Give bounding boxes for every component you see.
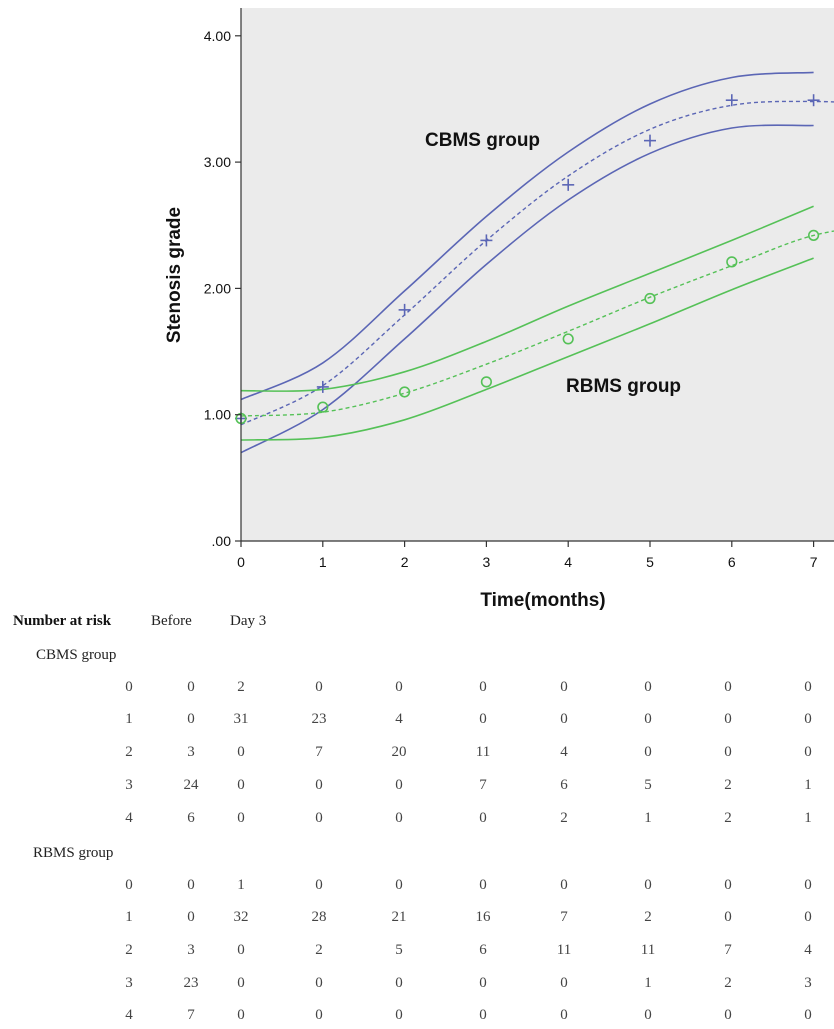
plot-area [241, 8, 834, 541]
rbms-point-3 [480, 376, 493, 388]
cbms-point-2 [398, 303, 411, 316]
rbms-point-5 [644, 292, 656, 305]
y-axis-title: Stenosis grade [164, 207, 185, 343]
annotation-rbms-group: RBMS group [566, 376, 681, 397]
rbms-fit-line [240, 230, 834, 417]
data-markers [235, 94, 820, 425]
cbms-lower-ci-line [240, 124, 814, 454]
cbms-point-7 [807, 94, 820, 107]
rbms-point-4 [562, 333, 574, 345]
y-tick-label: 3.00 [204, 154, 231, 170]
y-axis-ticks: .00 1.00 2.00 3.00 4.00 [204, 28, 241, 549]
rbms-point-1 [317, 401, 329, 413]
rbms-point-7 [807, 229, 820, 241]
fit-curves [240, 71, 834, 454]
cbms-point-3 [480, 234, 493, 247]
rbms-upper-ci-line [240, 205, 814, 392]
cbms-point-5 [644, 134, 656, 147]
x-tick-label: 6 [728, 554, 736, 570]
x-tick-label: 3 [483, 554, 491, 570]
cbms-point-4 [562, 178, 575, 191]
y-tick-label: .00 [212, 533, 232, 549]
x-axis-title: Time(months) [480, 590, 605, 611]
x-tick-label: 5 [646, 554, 654, 570]
x-tick-label: 2 [401, 554, 409, 570]
annotation-cbms-group: CBMS group [425, 130, 540, 151]
rbms-point-2 [399, 386, 411, 398]
x-tick-label: 7 [810, 554, 818, 570]
y-tick-label: 4.00 [204, 28, 231, 44]
y-tick-label: 2.00 [204, 280, 231, 296]
x-tick-label: 0 [237, 554, 245, 570]
rbms-point-6 [726, 256, 738, 268]
cbms-point-1 [316, 380, 329, 393]
x-tick-label: 1 [319, 554, 327, 570]
x-axis-ticks: 0 1 2 3 4 5 6 7 [237, 541, 818, 570]
y-tick-label: 1.00 [204, 407, 231, 423]
cbms-fit-line [240, 100, 834, 426]
x-tick-label: 4 [564, 554, 572, 570]
rbms-lower-ci-line [240, 257, 814, 441]
cbms-upper-ci-line [240, 71, 814, 401]
cbms-point-6 [725, 94, 738, 107]
